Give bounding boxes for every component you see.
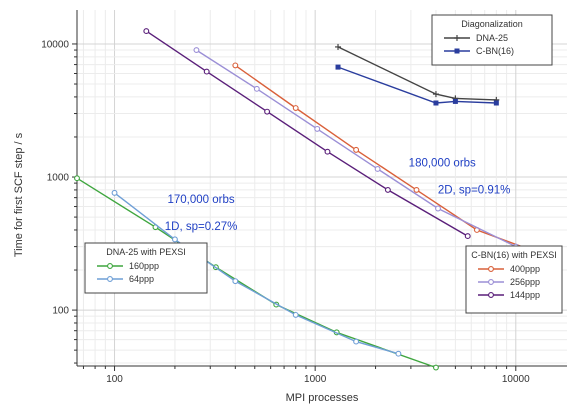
legend-swatch-marker	[107, 276, 113, 282]
legend-frame	[465, 245, 563, 314]
tick-labels: 100 1000 10000 100 1000 10000	[41, 39, 530, 385]
legend-label: C-BN(16)	[476, 46, 514, 56]
legend-entry: 64ppp	[97, 274, 154, 284]
legends: Diagonalization DNA-25 C-BN(16) DNA-25 with…	[84, 14, 563, 314]
legend-title: C-BN(16) with PEXSI	[471, 250, 557, 260]
legend-label: 400ppp	[510, 264, 540, 274]
data-point	[353, 146, 360, 153]
annotation-label: 1D, sp=0.27%	[165, 221, 238, 233]
legend-lower-right: C-BN(16) with PEXSI 400ppp 256ppp 144ppp	[465, 245, 563, 314]
series-line	[76, 177, 437, 369]
data-point	[452, 98, 458, 104]
legend-title: Diagonalization	[461, 19, 523, 29]
annotation-label: 2D, sp=0.91%	[438, 185, 511, 197]
legend-entry: 256ppp	[478, 277, 540, 287]
data-point	[353, 338, 360, 345]
data-point	[292, 105, 299, 111]
data-point	[264, 108, 271, 115]
data-point	[432, 91, 439, 98]
legend-label: DNA-25	[476, 33, 508, 43]
legend-label: 160ppp	[129, 261, 159, 271]
data-point	[384, 186, 391, 193]
data-point	[232, 62, 239, 69]
series-dna-64ppp	[111, 189, 402, 357]
data-point	[374, 165, 381, 172]
data-point	[433, 100, 439, 106]
legend-lower-left: DNA-25 with PEXSI 160ppp 64ppp	[84, 242, 208, 294]
data-point	[203, 68, 210, 75]
legend-frame	[431, 14, 553, 66]
legend-frame	[84, 242, 208, 294]
axes	[72, 10, 567, 371]
data-point	[395, 350, 402, 357]
legend-swatch-marker	[107, 263, 113, 269]
data-point	[314, 125, 321, 132]
data-point	[74, 175, 80, 182]
series-diag-dna25	[335, 43, 500, 103]
y-tick-label: 1000	[47, 173, 70, 184]
data-point	[435, 205, 441, 212]
x-tick-label: 10000	[502, 374, 530, 385]
legend-top-right: Diagonalization DNA-25 C-BN(16)	[431, 14, 553, 66]
legend-title: DNA-25 with PEXSI	[106, 247, 186, 257]
data-point	[335, 64, 341, 70]
legend-swatch-marker	[488, 292, 494, 298]
x-tick-label: 100	[106, 374, 123, 385]
data-point	[413, 186, 420, 193]
series-line	[196, 49, 517, 248]
data-point	[193, 47, 200, 54]
legend-swatch-marker	[454, 48, 460, 54]
data-point	[335, 43, 342, 50]
data-point	[111, 189, 118, 196]
data-point	[232, 278, 239, 285]
data-point	[493, 100, 499, 106]
series-line	[337, 66, 497, 104]
legend-entry: 160ppp	[97, 261, 159, 271]
legend-entry: C-BN(16)	[444, 46, 514, 56]
data-point	[143, 28, 150, 35]
legend-swatch-marker	[488, 279, 494, 285]
legend-label: 256ppp	[510, 277, 540, 287]
legend-swatch-marker	[454, 35, 460, 41]
annotation-label: 180,000 orbs	[409, 157, 476, 169]
x-axis-label: MPI processes	[286, 392, 359, 404]
series-diag-cbn	[335, 64, 499, 106]
data-point	[324, 148, 331, 155]
annotation-label: 170,000 orbs	[168, 194, 235, 206]
legend-entry: 144ppp	[478, 290, 540, 300]
y-tick-label: 10000	[41, 39, 69, 50]
y-axis-label: Time for first SCF step / s	[13, 132, 25, 257]
legend-swatch-marker	[488, 266, 494, 272]
x-tick-label: 1000	[304, 374, 327, 385]
annotations: 180,000 orbs 2D, sp=0.91% 170,000 orbs 1D, …	[165, 157, 511, 232]
data-point	[464, 233, 471, 240]
legend-entry: 400ppp	[478, 264, 540, 274]
legend-label: 64ppp	[129, 274, 154, 284]
data-point	[171, 236, 178, 243]
legend-entry: DNA-25	[444, 33, 508, 43]
series-line	[145, 30, 469, 237]
y-tick-label: 100	[52, 306, 69, 317]
series-cbn-144ppp	[143, 28, 471, 240]
legend-label: 144ppp	[510, 290, 540, 300]
series-line	[234, 64, 557, 261]
data-point	[253, 85, 260, 92]
series-line	[114, 192, 399, 355]
series-line	[337, 46, 497, 101]
data-point	[432, 364, 439, 371]
data-point	[292, 311, 299, 318]
